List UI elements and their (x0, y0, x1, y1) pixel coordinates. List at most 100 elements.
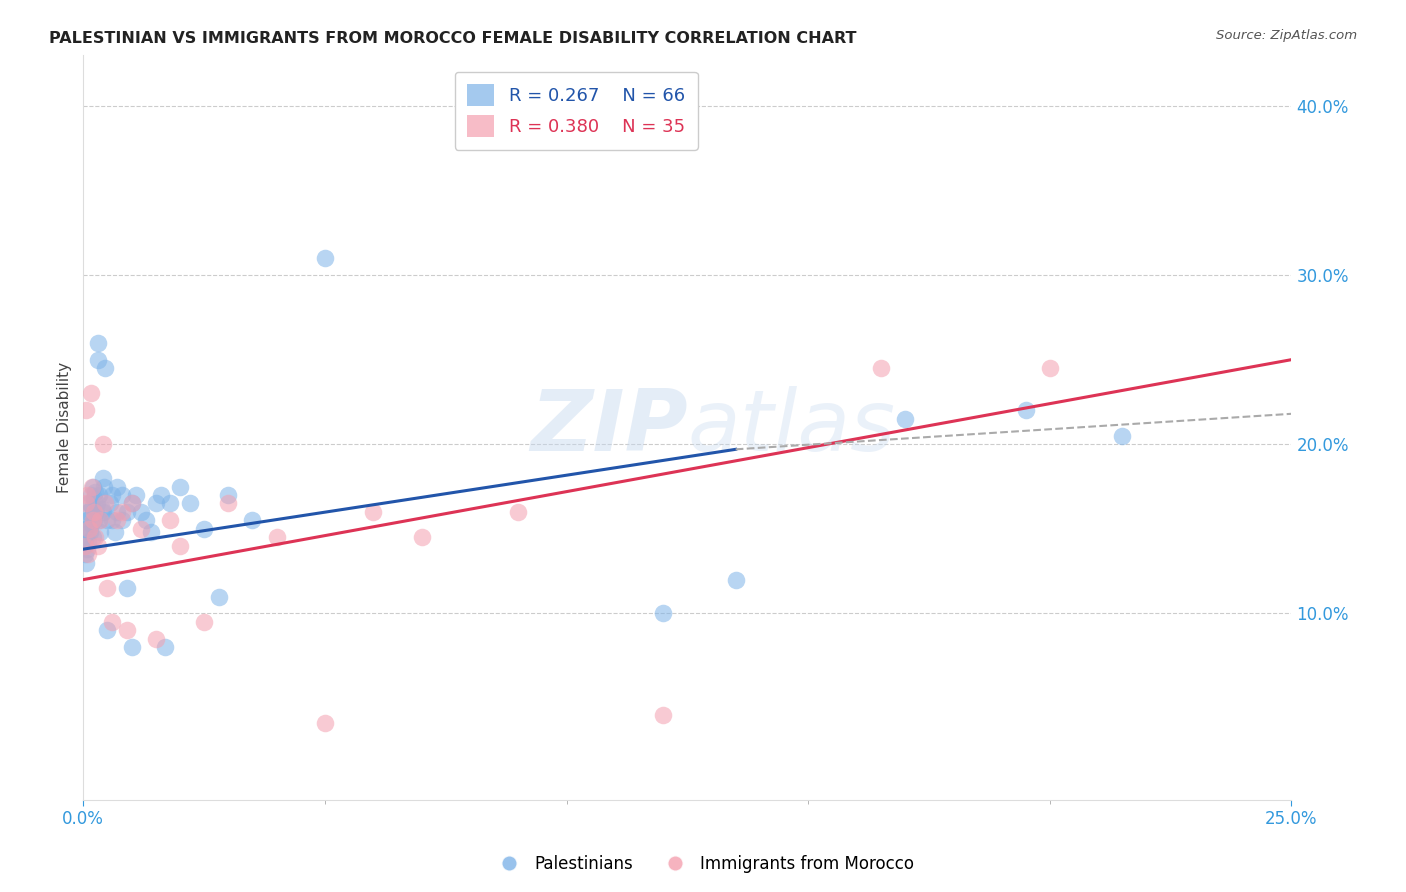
Legend: R = 0.267    N = 66, R = 0.380    N = 35: R = 0.267 N = 66, R = 0.380 N = 35 (454, 71, 697, 150)
Point (115, 624, 138, 638)
Point (145, 632, 167, 646)
Point (411, 530, 433, 544)
Point (121, 496, 143, 510)
Point (104, 525, 127, 540)
Text: ZIP: ZIP (530, 386, 688, 469)
Point (207, 590, 229, 604)
Text: atlas: atlas (688, 386, 896, 469)
Point (86, 496, 108, 510)
Point (73, 539, 96, 553)
Point (77, 522, 100, 536)
Point (314, 716, 336, 731)
Point (98, 496, 121, 510)
Point (869, 361, 891, 376)
Point (76, 513, 98, 527)
Point (75, 403, 97, 417)
Point (111, 513, 134, 527)
Point (94, 361, 117, 376)
Point (89, 525, 111, 540)
Point (1111, 429, 1133, 443)
Point (101, 513, 124, 527)
Point (75, 522, 97, 536)
Point (84, 530, 107, 544)
Point (652, 707, 675, 722)
Point (79, 386, 101, 401)
Point (111, 505, 134, 519)
Point (87, 335, 110, 350)
Point (115, 581, 138, 595)
Point (75, 496, 97, 510)
Point (91, 437, 114, 451)
Point (83, 491, 105, 506)
Point (111, 488, 134, 502)
Point (266, 530, 288, 544)
Point (159, 496, 181, 510)
Point (121, 496, 143, 510)
Point (76, 488, 98, 502)
Point (87, 513, 110, 527)
Point (139, 525, 162, 540)
Point (105, 505, 128, 519)
Legend: Palestinians, Immigrants from Morocco: Palestinians, Immigrants from Morocco (486, 848, 920, 880)
Point (80, 508, 103, 523)
Point (145, 496, 167, 510)
Point (724, 573, 747, 587)
Point (1039, 361, 1062, 376)
Point (75, 530, 97, 544)
Point (217, 488, 239, 502)
Point (129, 505, 152, 519)
Point (82, 513, 104, 527)
Point (125, 488, 148, 502)
Point (84, 505, 107, 519)
Point (93, 479, 115, 493)
Point (80, 488, 103, 502)
Point (96, 513, 118, 527)
Point (82, 530, 104, 544)
Point (91, 505, 114, 519)
Point (83, 513, 105, 527)
Point (79, 516, 101, 531)
Point (652, 607, 675, 621)
Point (83, 505, 105, 519)
Text: PALESTINIAN VS IMMIGRANTS FROM MOROCCO FEMALE DISABILITY CORRELATION CHART: PALESTINIAN VS IMMIGRANTS FROM MOROCCO F… (49, 31, 856, 46)
Point (193, 522, 215, 536)
Point (159, 513, 181, 527)
Point (129, 522, 152, 536)
Point (179, 496, 201, 510)
Point (121, 640, 143, 655)
Point (101, 615, 124, 629)
Point (1014, 403, 1036, 417)
Point (193, 615, 215, 629)
Point (96, 581, 118, 595)
Point (90, 501, 112, 516)
Point (894, 412, 917, 426)
Point (77, 505, 100, 519)
Point (101, 488, 124, 502)
Point (149, 488, 172, 502)
Point (76, 542, 98, 557)
Point (82, 479, 104, 493)
Point (80, 500, 103, 514)
Point (73, 547, 96, 561)
Point (169, 539, 191, 553)
Point (242, 513, 264, 527)
Point (87, 352, 110, 367)
Point (115, 505, 138, 519)
Point (73, 539, 96, 553)
Point (94, 496, 117, 510)
Point (76, 535, 98, 549)
Point (77, 547, 100, 561)
Point (314, 251, 336, 265)
Point (217, 496, 239, 510)
Point (84, 484, 107, 499)
Point (79, 525, 101, 540)
Y-axis label: Female Disability: Female Disability (58, 362, 72, 493)
Point (169, 479, 191, 493)
Point (91, 471, 114, 485)
Point (89, 513, 111, 527)
Point (75, 556, 97, 570)
Point (77, 496, 100, 510)
Point (361, 505, 384, 519)
Point (155, 640, 177, 655)
Point (87, 539, 110, 553)
